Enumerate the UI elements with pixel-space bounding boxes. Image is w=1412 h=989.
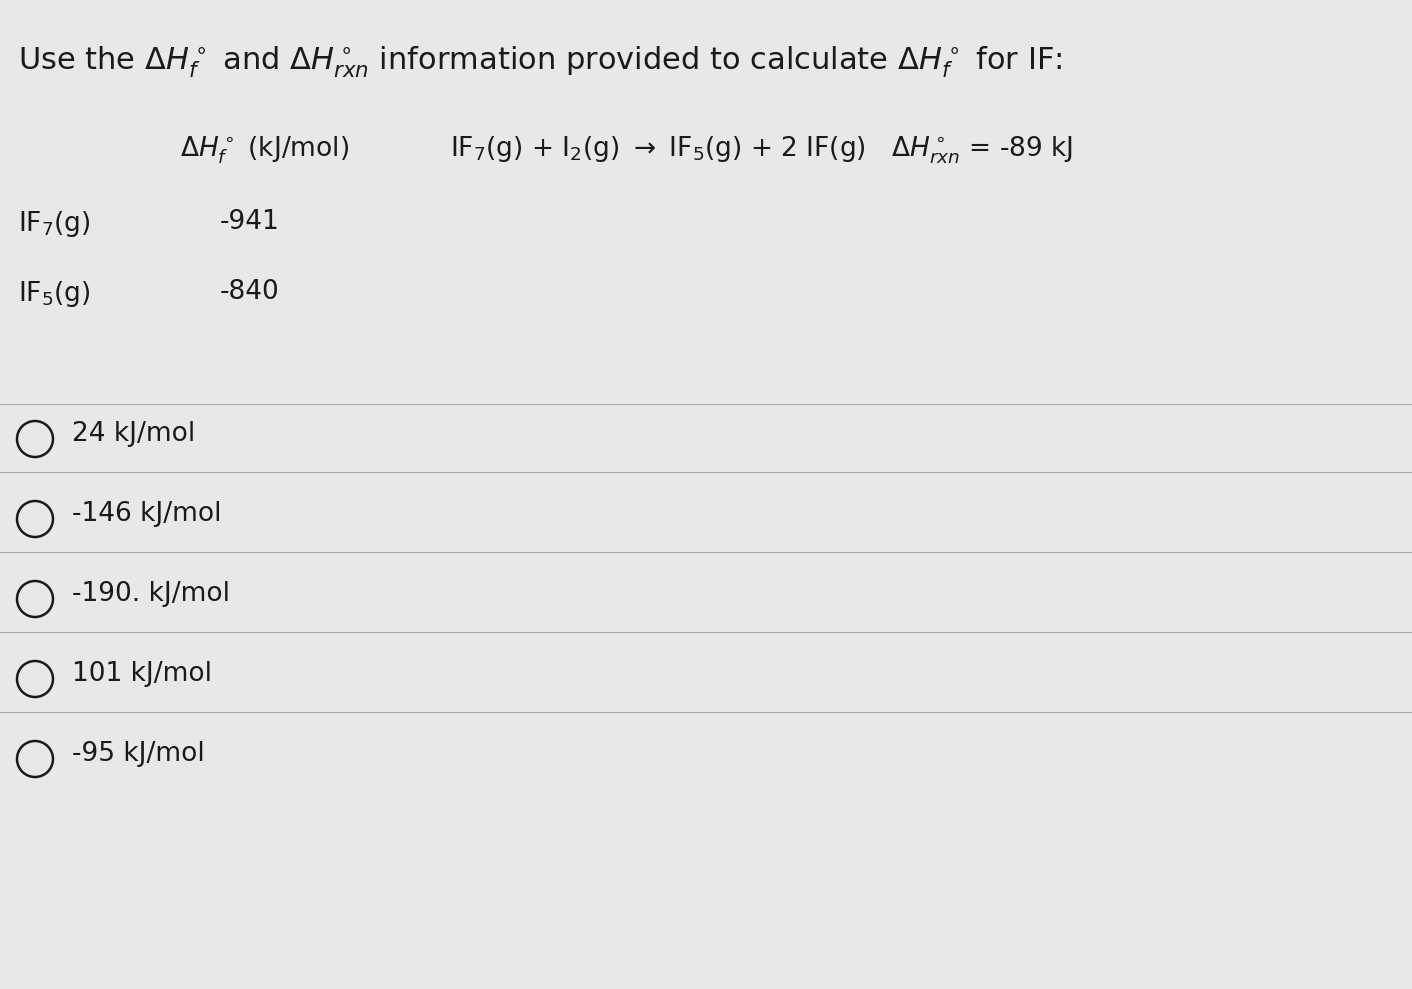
- Text: -95 kJ/mol: -95 kJ/mol: [72, 741, 205, 767]
- Text: -941: -941: [220, 209, 280, 235]
- Text: IF$_7$(g): IF$_7$(g): [18, 209, 90, 239]
- Text: $\Delta H^\circ_f$ (kJ/mol): $\Delta H^\circ_f$ (kJ/mol): [179, 134, 349, 165]
- Text: 24 kJ/mol: 24 kJ/mol: [72, 421, 195, 447]
- Text: IF$_7$(g) + I$_2$(g) $\rightarrow$ IF$_5$(g) + 2 IF(g)   $\Delta H^\circ_{rxn}$ : IF$_7$(g) + I$_2$(g) $\rightarrow$ IF$_5…: [450, 134, 1073, 165]
- Text: -146 kJ/mol: -146 kJ/mol: [72, 501, 222, 527]
- Text: 101 kJ/mol: 101 kJ/mol: [72, 661, 212, 687]
- Text: IF$_5$(g): IF$_5$(g): [18, 279, 90, 309]
- Text: Use the $\Delta H^\circ_f$ and $\Delta H^\circ_{rxn}$ information provided to ca: Use the $\Delta H^\circ_f$ and $\Delta H…: [18, 44, 1062, 79]
- Text: -840: -840: [220, 279, 280, 305]
- Text: -190. kJ/mol: -190. kJ/mol: [72, 581, 230, 607]
